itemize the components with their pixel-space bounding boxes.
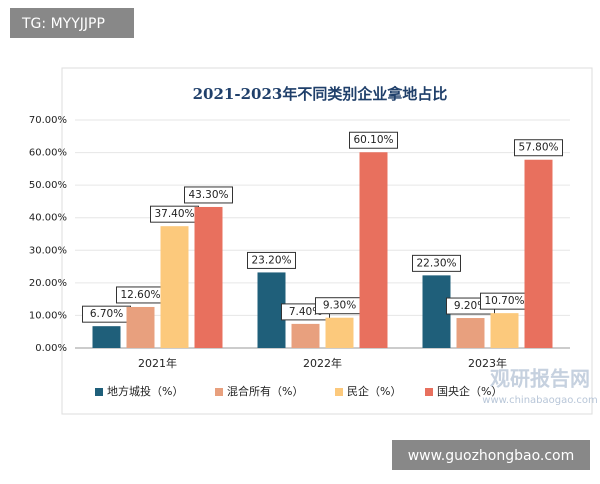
legend-label: 民企（%） [347,384,401,398]
x-tick-label: 2021年 [138,356,177,370]
y-tick-label: 70.00% [29,115,67,126]
footer-tag: www.guozhongbao.com [408,448,575,464]
value-label: 6.70% [90,308,123,320]
legend-swatch [425,388,433,396]
y-tick-label: 20.00% [29,278,67,289]
bar [325,317,354,348]
watermark-url: www.chinabaogao.com [482,395,597,406]
legend-swatch [335,388,343,396]
bar [257,272,286,348]
bar [524,159,553,348]
legend-label: 地方城投（%） [107,384,183,398]
value-label: 7.40% [289,306,322,318]
bar [490,313,519,348]
value-label-box [412,254,461,272]
y-tick-label: 40.00% [29,213,67,224]
bar [126,306,155,348]
value-label: 60.10% [353,134,393,146]
bar [92,326,121,348]
legend-label: 国央企（%） [437,384,502,398]
value-label-box [349,131,398,149]
bar [291,323,320,348]
watermark-brand: 观研报告网 [490,367,590,391]
y-tick-label: 0.00% [35,343,67,354]
footer-box [392,440,590,470]
value-label-box [184,186,233,204]
value-label: 10.70% [484,295,524,307]
value-label: 23.20% [251,254,291,266]
value-label: 22.30% [416,257,456,269]
y-tick-label: 60.00% [29,148,67,159]
chart-panel [61,67,593,415]
bar [359,152,388,348]
x-tick-label: 2023年 [468,356,507,370]
header-tag: TG: MYYJJPP [21,16,105,32]
bar [194,206,223,348]
value-label: 9.20% [454,300,487,312]
y-tick-label: 10.00% [29,310,67,321]
value-label: 57.80% [518,142,558,154]
bar [422,275,451,348]
value-label: 43.30% [188,189,228,201]
legend-swatch [215,388,223,396]
legend-swatch [95,388,103,396]
legend-label: 混合所有（%） [227,384,303,398]
x-tick-label: 2022年 [303,356,342,370]
tag-box [10,8,134,38]
bar [456,318,485,348]
value-label: 9.30% [323,300,356,312]
value-label-box [514,139,563,157]
bar [160,226,189,348]
value-label-box [247,251,296,269]
y-tick-label: 30.00% [29,245,67,256]
value-label: 12.60% [120,289,160,301]
chart-title: 2021-2023年不同类别企业拿地占比 [193,85,448,103]
y-tick-label: 50.00% [29,180,67,191]
value-label: 37.40% [154,208,194,220]
